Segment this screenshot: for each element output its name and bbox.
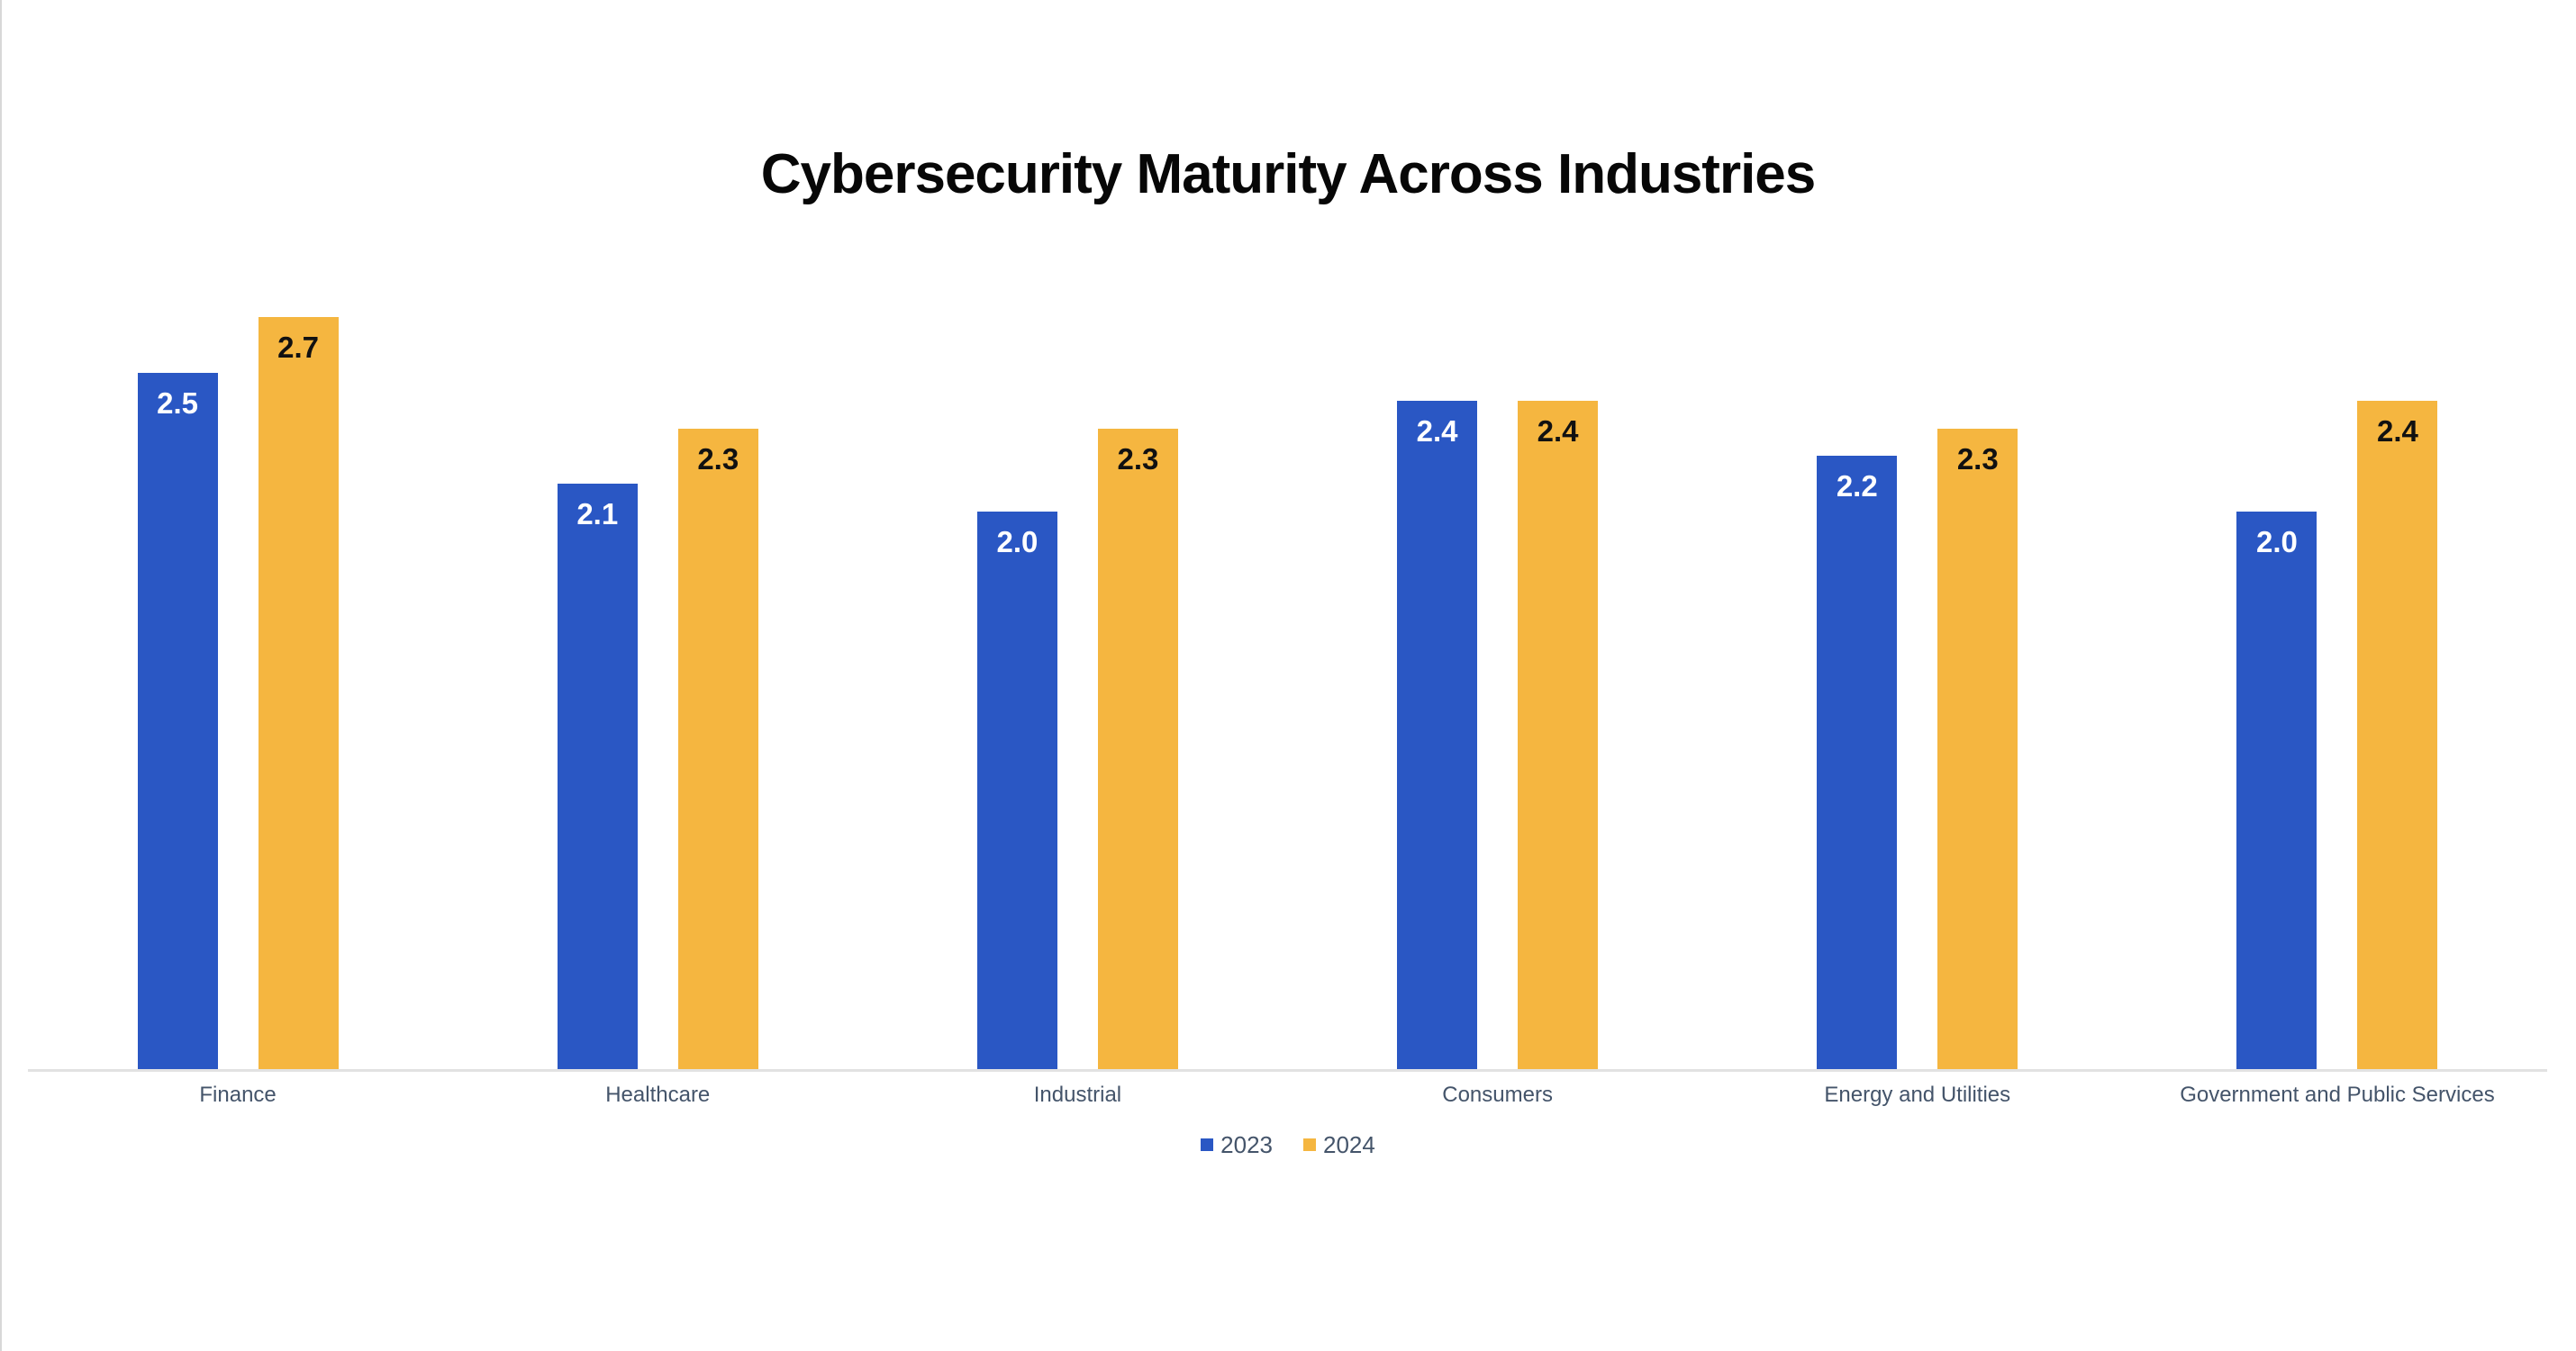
bar-value-label: 2.7 xyxy=(277,330,320,364)
bar-2024-government-and-public-services: 2.4 xyxy=(2357,400,2438,1069)
bar-value-label: 2.2 xyxy=(1836,469,1878,503)
category-label-consumers: Consumers xyxy=(1442,1083,1553,1107)
bar-2023-industrial: 2.0 xyxy=(976,512,1057,1069)
category-label-healthcare: Healthcare xyxy=(605,1083,711,1107)
legend-label: 2024 xyxy=(1323,1131,1375,1158)
legend: 2023 2024 xyxy=(0,1133,2576,1156)
chart-title: Cybersecurity Maturity Across Industries xyxy=(760,143,1817,205)
bar-value-label: 2.3 xyxy=(1956,441,1999,476)
bar-value-label: 2.4 xyxy=(1416,413,1458,448)
legend-label: 2023 xyxy=(1220,1131,1273,1158)
bar-2024-healthcare: 2.3 xyxy=(677,428,758,1069)
bar-value-label: 2.0 xyxy=(2255,525,2298,559)
category-label-energy-and-utilities: Energy and Utilities xyxy=(1824,1083,2011,1107)
bar-value-label: 2.1 xyxy=(576,497,619,531)
bar-value-label: 2.0 xyxy=(996,525,1039,559)
bar-group-government-and-public-services: 2.0 2.4 xyxy=(2236,233,2438,1069)
category-label-government-and-public-services: Government and Public Services xyxy=(2180,1083,2495,1107)
bar-2024-finance: 2.7 xyxy=(258,316,339,1069)
plot-area: 2.5 2.7 2.1 2.3 2.0 2.3 2.4 2.4 2.2 2.3 2.0 2.4 xyxy=(28,233,2547,1072)
bar-2023-consumers: 2.4 xyxy=(1397,400,1478,1069)
bar-value-label: 2.4 xyxy=(2376,413,2418,448)
legend-swatch-icon xyxy=(1201,1138,1214,1151)
bar-value-label: 2.3 xyxy=(1117,441,1159,476)
bar-value-label: 2.5 xyxy=(157,385,199,420)
screen-left-edge xyxy=(0,0,2,1351)
bar-group-finance: 2.5 2.7 xyxy=(137,233,339,1069)
bar-2024-consumers: 2.4 xyxy=(1518,400,1599,1069)
bar-2023-government-and-public-services: 2.0 xyxy=(2236,512,2317,1069)
legend-swatch-icon xyxy=(1303,1138,1316,1151)
bar-2024-industrial: 2.3 xyxy=(1097,428,1178,1069)
category-label-finance: Finance xyxy=(199,1083,277,1107)
bar-2023-energy-and-utilities: 2.2 xyxy=(1817,456,1898,1069)
legend-item-2023: 2023 xyxy=(1201,1133,1273,1156)
bar-group-consumers: 2.4 2.4 xyxy=(1397,233,1599,1069)
legend-item-2024: 2024 xyxy=(1303,1133,1375,1156)
category-label-industrial: Industrial xyxy=(1033,1083,1122,1107)
bar-2023-finance: 2.5 xyxy=(137,372,218,1069)
bar-2024-energy-and-utilities: 2.3 xyxy=(1937,428,2018,1069)
bar-group-healthcare: 2.1 2.3 xyxy=(557,233,758,1069)
bar-group-industrial: 2.0 2.3 xyxy=(976,233,1178,1069)
bar-group-energy-and-utilities: 2.2 2.3 xyxy=(1817,233,2018,1069)
category-axis-labels: Finance Healthcare Industrial Consumers Ener… xyxy=(28,1083,2547,1109)
bar-value-label: 2.4 xyxy=(1537,413,1579,448)
bar-value-label: 2.3 xyxy=(697,441,739,476)
bar-2023-healthcare: 2.1 xyxy=(557,484,638,1069)
